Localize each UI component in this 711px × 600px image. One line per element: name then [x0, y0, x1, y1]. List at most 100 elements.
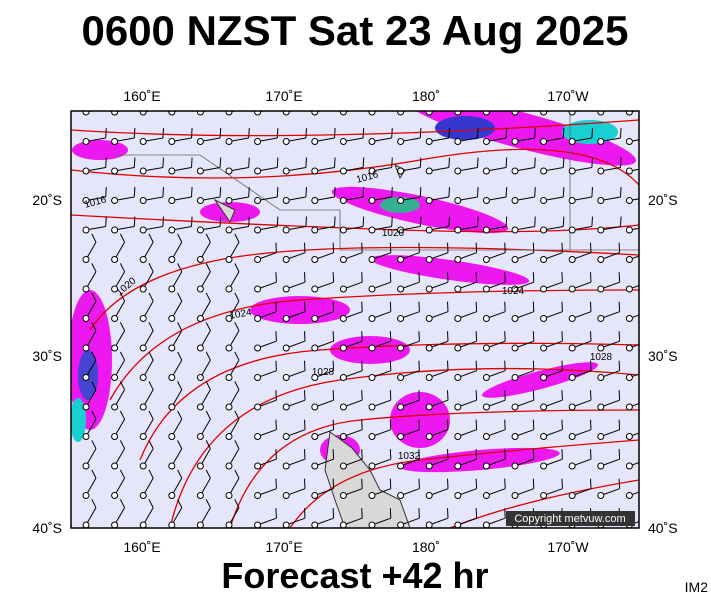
station — [311, 374, 319, 381]
station — [425, 403, 433, 411]
station — [597, 433, 605, 440]
barb-flag — [562, 128, 565, 139]
station — [625, 226, 633, 234]
station — [454, 403, 462, 411]
station — [425, 492, 433, 499]
barb-flag — [391, 216, 393, 227]
station — [397, 285, 405, 293]
station — [425, 433, 433, 440]
barb-flag — [419, 128, 422, 139]
barb-flag — [177, 469, 183, 479]
barb-flag — [534, 187, 536, 198]
lon-labels: 160˚E 170˚E 180˚ 170˚W 160˚E 170˚E 180˚ … — [123, 88, 589, 555]
barb-flag — [106, 99, 107, 109]
station — [454, 285, 462, 293]
station — [397, 462, 405, 470]
station — [82, 197, 90, 204]
barb-flag — [177, 263, 183, 272]
station — [482, 256, 490, 263]
station — [196, 285, 204, 293]
station — [225, 226, 233, 234]
isobar-label: 1028 — [590, 352, 613, 363]
barb-flag — [620, 99, 621, 109]
station — [168, 315, 176, 322]
station — [482, 285, 490, 293]
station — [568, 374, 576, 381]
lat-label: 30˚S — [648, 348, 678, 364]
station — [368, 344, 376, 352]
station — [339, 315, 347, 322]
station — [425, 138, 433, 145]
station — [225, 462, 233, 470]
barb-flag — [105, 216, 107, 227]
barb-flag — [91, 263, 97, 272]
station — [339, 521, 347, 528]
station — [196, 226, 204, 234]
barb-flag — [448, 216, 450, 227]
station — [254, 433, 262, 440]
station — [254, 374, 262, 381]
wind-barbs — [82, 99, 639, 528]
station — [282, 226, 290, 234]
lat-label: 20˚S — [648, 192, 678, 208]
station — [282, 403, 290, 411]
station — [168, 462, 176, 470]
barb-flag — [162, 157, 164, 168]
barb-flag — [177, 322, 183, 331]
station — [196, 315, 204, 322]
barb-flag — [91, 410, 97, 420]
station — [82, 403, 90, 411]
station — [339, 285, 347, 293]
barb-flag — [591, 216, 593, 227]
station — [82, 344, 90, 352]
station — [168, 521, 176, 528]
station — [568, 111, 576, 116]
station — [111, 111, 119, 116]
station — [225, 403, 233, 411]
station — [397, 315, 405, 322]
station — [625, 197, 633, 204]
isobars — [71, 119, 639, 528]
station — [225, 374, 233, 381]
station — [311, 138, 319, 145]
barb-flag — [91, 351, 97, 361]
barb-flag — [333, 157, 336, 168]
station — [254, 462, 262, 470]
barb-flag — [248, 157, 250, 168]
station — [511, 285, 519, 293]
station — [397, 374, 405, 381]
station — [282, 492, 290, 499]
station — [196, 403, 204, 411]
barb-flag — [119, 469, 126, 479]
station — [111, 433, 119, 440]
barb-flag — [205, 499, 211, 508]
station — [139, 433, 147, 440]
station — [540, 167, 548, 175]
barb-flag — [592, 99, 593, 109]
barb-flag — [448, 157, 450, 168]
station — [397, 433, 405, 440]
station — [540, 256, 548, 263]
barb-flag — [163, 99, 164, 109]
station — [196, 344, 204, 352]
station — [254, 226, 262, 234]
barb-flag — [419, 157, 422, 168]
barb-flag — [105, 187, 107, 198]
barb-flag — [619, 157, 622, 168]
barb-flag — [276, 128, 279, 139]
barb-flag — [119, 499, 126, 508]
station — [368, 111, 376, 116]
station — [511, 197, 519, 204]
barb-flag — [391, 157, 393, 168]
lon-label: 170˚W — [547, 88, 589, 104]
station — [454, 226, 462, 234]
barb-flag — [148, 322, 154, 331]
barb-flag — [506, 99, 507, 109]
barb-flag — [205, 263, 211, 272]
station — [625, 374, 633, 381]
barb-flag — [133, 216, 136, 227]
station — [225, 315, 233, 322]
station — [540, 197, 548, 204]
station — [196, 433, 204, 440]
